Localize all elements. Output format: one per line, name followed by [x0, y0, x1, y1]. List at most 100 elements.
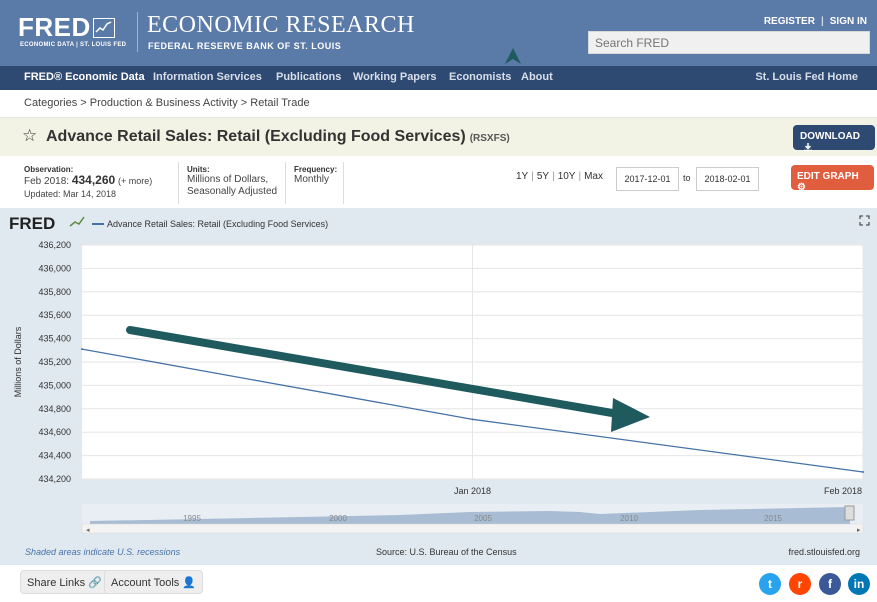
account-tools-button[interactable]: Account Tools 👤 [104, 570, 204, 594]
navigator-series-area [90, 507, 850, 524]
navigator-handle[interactable] [844, 505, 855, 521]
series-group [81, 348, 864, 473]
frequency-label: Frequency: [294, 165, 338, 174]
download-label: DOWNLOAD [800, 131, 860, 142]
scroll-right-icon[interactable]: ▸ [857, 527, 861, 534]
fullscreen-icon[interactable] [859, 215, 870, 226]
nav-publications[interactable]: Publications [276, 71, 342, 83]
edit-graph-label: EDIT GRAPH [797, 171, 859, 182]
end-date-input[interactable]: 2018-02-01 [696, 167, 759, 191]
y-tick-label: 435,400 [38, 334, 71, 344]
nav-working-papers[interactable]: Working Papers [353, 71, 437, 83]
account-links: REGISTER | SIGN IN [764, 16, 867, 27]
breadcrumb: Categories > Production & Business Activ… [24, 97, 310, 109]
nav-about[interactable]: About [521, 71, 553, 83]
recession-note: Shaded areas indicate U.S. recessions [25, 547, 181, 557]
y-tick-label: 435,800 [38, 287, 71, 297]
range-5y[interactable]: 5Y [536, 171, 550, 182]
navigator-tick-label: 1995 [183, 514, 201, 523]
y-tick-labels: 434,200 434,400 434,600 434,800 435,000 435,2… [38, 240, 71, 484]
breadcrumb-separator: > [240, 97, 251, 109]
link-separator: | [820, 16, 824, 27]
navigator-scrollbar[interactable] [81, 523, 864, 534]
annotation-arrow [126, 326, 650, 432]
start-date-input[interactable]: 2017-12-01 [616, 167, 679, 191]
frb-subtitle: FEDERAL RESERVE BANK OF ST. LOUIS [148, 41, 342, 51]
breadcrumb-retail-trade[interactable]: Retail Trade [250, 97, 310, 109]
units-label: Units: [187, 165, 210, 174]
account-tools-label: Account Tools [111, 577, 180, 589]
share-links-label: Share Links [27, 577, 86, 589]
source-note: Source: U.S. Bureau of the Census [376, 547, 517, 557]
edit-graph-button[interactable]: EDIT GRAPH ⚙ [791, 165, 874, 193]
range-10y[interactable]: 10Y [557, 171, 576, 182]
search-input[interactable] [588, 31, 870, 54]
site-url[interactable]: fred.stlouisfed.org [788, 547, 860, 557]
observation-value: 434,260 [71, 173, 116, 187]
navigator-tick-label: 2005 [474, 514, 492, 523]
site-header: FRED ECONOMIC DATA | ST. LOUIS FED ECONO… [0, 0, 877, 66]
facebook-icon[interactable]: f [819, 573, 841, 595]
share-links-button[interactable]: Share Links 🔗 [20, 570, 109, 594]
nav-fred-economic-data[interactable]: FRED® Economic Data [24, 71, 145, 83]
gear-icon: ⚙ [797, 182, 806, 193]
header-divider [137, 12, 138, 52]
navigator-tick-label: 2015 [764, 514, 782, 523]
breadcrumb-categories[interactable]: Categories [24, 97, 78, 109]
y-tick-label: 434,800 [38, 404, 71, 414]
navigator-ticks: 1995 2000 2005 2010 2015 [183, 514, 782, 523]
nav-information-services[interactable]: Information Services [153, 71, 262, 83]
observation-more-link[interactable]: (+ more) [118, 176, 153, 186]
data-point [862, 470, 864, 473]
chart-svg: FRED Advance Retail Sales: Retail (Exclu… [9, 214, 870, 557]
y-tick-label: 435,600 [38, 310, 71, 320]
fred-logo[interactable]: FRED [18, 12, 115, 43]
breadcrumb-production[interactable]: Production & Business Activity [89, 97, 238, 109]
x-tick-label: Feb 2018 [824, 486, 862, 496]
range-1y[interactable]: 1Y [516, 171, 529, 182]
sign-in-link[interactable]: SIGN IN [829, 16, 867, 27]
data-point [471, 418, 474, 421]
scroll-left-icon[interactable]: ◂ [86, 527, 90, 534]
y-tick-label: 434,400 [38, 451, 71, 461]
breadcrumb-divider [0, 117, 877, 118]
x-tick-labels: Jan 2018 Feb 2018 [454, 486, 862, 496]
frequency-value: Monthly [294, 174, 330, 185]
y-tick-label: 434,200 [38, 474, 71, 484]
navigator-tick-label: 2010 [620, 514, 638, 523]
y-tick-label: 435,200 [38, 357, 71, 367]
y-tick-label: 435,000 [38, 380, 71, 390]
register-link[interactable]: REGISTER [763, 16, 815, 27]
nav-economists[interactable]: Economists [449, 71, 512, 83]
grid-lines [82, 244, 864, 480]
meta-divider [285, 162, 286, 204]
fred-logo-subtitle: ECONOMIC DATA | ST. LOUIS FED [20, 42, 127, 48]
range-max[interactable]: Max [584, 171, 603, 182]
observation-date: Feb 2018: [24, 176, 70, 187]
range-separator: | [578, 171, 582, 182]
reddit-icon[interactable]: r [789, 573, 811, 595]
range-separator: | [552, 171, 555, 182]
range-separator: | [531, 171, 534, 182]
y-tick-label: 436,000 [38, 263, 71, 273]
user-icon: 👤 [182, 577, 197, 589]
download-button[interactable]: DOWNLOAD [793, 125, 875, 152]
twitter-icon[interactable]: t [759, 573, 781, 595]
fred-logo-text: FRED [18, 12, 91, 42]
chart-fred-logo: FRED [9, 214, 55, 233]
page-footer: Share Links 🔗 Account Tools 👤 t r f in [0, 565, 877, 602]
y-tick-label: 436,200 [38, 240, 71, 250]
economic-research-title[interactable]: ECONOMIC RESEARCH [147, 12, 415, 38]
series-title-text: Advance Retail Sales: Retail (Excluding … [46, 128, 466, 145]
favorite-star-icon[interactable]: ☆ [22, 126, 38, 145]
link-icon: 🔗 [88, 577, 102, 589]
observation-row: Feb 2018: 434,260 (+ more) [24, 174, 152, 188]
linkedin-icon[interactable]: in [848, 573, 870, 595]
units-block: Units: Millions of Dollars, Seasonally A… [187, 165, 277, 198]
legend-label: Advance Retail Sales: Retail (Excluding … [107, 219, 328, 229]
breadcrumb-separator: > [80, 97, 90, 109]
series-title: Advance Retail Sales: Retail (Excluding … [46, 128, 510, 146]
nav-st-louis-fed-home[interactable]: St. Louis Fed Home [755, 71, 858, 83]
units-value-1: Millions of Dollars, [187, 174, 269, 185]
updated-date: Updated: Mar 14, 2018 [24, 189, 117, 199]
